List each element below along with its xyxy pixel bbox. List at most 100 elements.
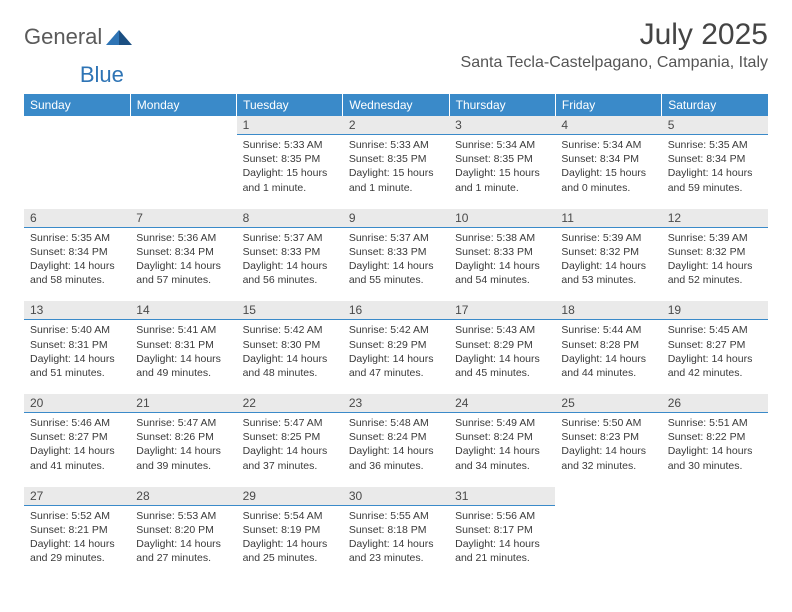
day-number: 22 bbox=[237, 394, 343, 413]
calendar-day-cell: 3Sunrise: 5:34 AMSunset: 8:35 PMDaylight… bbox=[449, 116, 555, 203]
day-number: 10 bbox=[449, 209, 555, 228]
day-number: 14 bbox=[130, 301, 236, 320]
calendar-day-cell: 21Sunrise: 5:47 AMSunset: 8:26 PMDayligh… bbox=[130, 394, 236, 481]
calendar-day-cell: 26Sunrise: 5:51 AMSunset: 8:22 PMDayligh… bbox=[662, 394, 768, 481]
day-details: Sunrise: 5:56 AMSunset: 8:17 PMDaylight:… bbox=[449, 506, 555, 574]
day-number: 23 bbox=[343, 394, 449, 413]
day-details: Sunrise: 5:44 AMSunset: 8:28 PMDaylight:… bbox=[555, 320, 661, 388]
day-number: 6 bbox=[24, 209, 130, 228]
day-number: 12 bbox=[662, 209, 768, 228]
calendar-day-cell: 0 bbox=[555, 487, 661, 574]
calendar-day-cell: 15Sunrise: 5:42 AMSunset: 8:30 PMDayligh… bbox=[237, 301, 343, 388]
day-number: 1 bbox=[237, 116, 343, 135]
day-details: Sunrise: 5:47 AMSunset: 8:25 PMDaylight:… bbox=[237, 413, 343, 481]
weekday-header: Thursday bbox=[449, 94, 555, 116]
day-number: 17 bbox=[449, 301, 555, 320]
day-details: Sunrise: 5:33 AMSunset: 8:35 PMDaylight:… bbox=[343, 135, 449, 203]
day-details: Sunrise: 5:54 AMSunset: 8:19 PMDaylight:… bbox=[237, 506, 343, 574]
day-number: 28 bbox=[130, 487, 236, 506]
logo-triangle-icon bbox=[106, 27, 132, 47]
title-block: July 2025 Santa Tecla-Castelpagano, Camp… bbox=[461, 18, 768, 72]
day-number: 31 bbox=[449, 487, 555, 506]
day-number: 4 bbox=[555, 116, 661, 135]
calendar-day-cell: 20Sunrise: 5:46 AMSunset: 8:27 PMDayligh… bbox=[24, 394, 130, 481]
calendar-day-cell: 31Sunrise: 5:56 AMSunset: 8:17 PMDayligh… bbox=[449, 487, 555, 574]
day-details: Sunrise: 5:47 AMSunset: 8:26 PMDaylight:… bbox=[130, 413, 236, 481]
day-number: 2 bbox=[343, 116, 449, 135]
logo-text-blue: Blue bbox=[80, 62, 124, 88]
calendar-day-cell: 30Sunrise: 5:55 AMSunset: 8:18 PMDayligh… bbox=[343, 487, 449, 574]
logo-text-general: General bbox=[24, 24, 102, 50]
weekday-header: Monday bbox=[130, 94, 236, 116]
day-details: Sunrise: 5:35 AMSunset: 8:34 PMDaylight:… bbox=[24, 228, 130, 296]
calendar-day-cell: 14Sunrise: 5:41 AMSunset: 8:31 PMDayligh… bbox=[130, 301, 236, 388]
location-subtitle: Santa Tecla-Castelpagano, Campania, Ital… bbox=[461, 54, 768, 72]
day-details: Sunrise: 5:38 AMSunset: 8:33 PMDaylight:… bbox=[449, 228, 555, 296]
day-number: 24 bbox=[449, 394, 555, 413]
day-number: 3 bbox=[449, 116, 555, 135]
calendar-week-row: 20Sunrise: 5:46 AMSunset: 8:27 PMDayligh… bbox=[24, 394, 768, 481]
calendar-day-cell: 7Sunrise: 5:36 AMSunset: 8:34 PMDaylight… bbox=[130, 209, 236, 296]
day-details: Sunrise: 5:36 AMSunset: 8:34 PMDaylight:… bbox=[130, 228, 236, 296]
day-number: 9 bbox=[343, 209, 449, 228]
day-number: 25 bbox=[555, 394, 661, 413]
day-details: Sunrise: 5:41 AMSunset: 8:31 PMDaylight:… bbox=[130, 320, 236, 388]
calendar-day-cell: 0 bbox=[662, 487, 768, 574]
calendar-day-cell: 11Sunrise: 5:39 AMSunset: 8:32 PMDayligh… bbox=[555, 209, 661, 296]
calendar-day-cell: 0 bbox=[130, 116, 236, 203]
weekday-header: Sunday bbox=[24, 94, 130, 116]
calendar-day-cell: 10Sunrise: 5:38 AMSunset: 8:33 PMDayligh… bbox=[449, 209, 555, 296]
calendar-day-cell: 16Sunrise: 5:42 AMSunset: 8:29 PMDayligh… bbox=[343, 301, 449, 388]
calendar-day-cell: 8Sunrise: 5:37 AMSunset: 8:33 PMDaylight… bbox=[237, 209, 343, 296]
day-details: Sunrise: 5:34 AMSunset: 8:35 PMDaylight:… bbox=[449, 135, 555, 203]
day-details: Sunrise: 5:50 AMSunset: 8:23 PMDaylight:… bbox=[555, 413, 661, 481]
day-details: Sunrise: 5:52 AMSunset: 8:21 PMDaylight:… bbox=[24, 506, 130, 574]
day-number: 5 bbox=[662, 116, 768, 135]
calendar-body: 0 0 1Sunrise: 5:33 AMSunset: 8:35 PMDayl… bbox=[24, 116, 768, 573]
calendar-day-cell: 19Sunrise: 5:45 AMSunset: 8:27 PMDayligh… bbox=[662, 301, 768, 388]
day-details: Sunrise: 5:42 AMSunset: 8:29 PMDaylight:… bbox=[343, 320, 449, 388]
calendar-day-cell: 29Sunrise: 5:54 AMSunset: 8:19 PMDayligh… bbox=[237, 487, 343, 574]
calendar-day-cell: 24Sunrise: 5:49 AMSunset: 8:24 PMDayligh… bbox=[449, 394, 555, 481]
calendar-day-cell: 6Sunrise: 5:35 AMSunset: 8:34 PMDaylight… bbox=[24, 209, 130, 296]
calendar-week-row: 6Sunrise: 5:35 AMSunset: 8:34 PMDaylight… bbox=[24, 209, 768, 296]
logo: General bbox=[24, 18, 132, 50]
calendar-week-row: 0 0 1Sunrise: 5:33 AMSunset: 8:35 PMDayl… bbox=[24, 116, 768, 203]
day-number: 29 bbox=[237, 487, 343, 506]
day-details: Sunrise: 5:45 AMSunset: 8:27 PMDaylight:… bbox=[662, 320, 768, 388]
day-details: Sunrise: 5:39 AMSunset: 8:32 PMDaylight:… bbox=[555, 228, 661, 296]
calendar-header-row: SundayMondayTuesdayWednesdayThursdayFrid… bbox=[24, 94, 768, 116]
day-details: Sunrise: 5:49 AMSunset: 8:24 PMDaylight:… bbox=[449, 413, 555, 481]
day-number: 13 bbox=[24, 301, 130, 320]
day-number: 16 bbox=[343, 301, 449, 320]
weekday-header: Friday bbox=[555, 94, 661, 116]
calendar-day-cell: 5Sunrise: 5:35 AMSunset: 8:34 PMDaylight… bbox=[662, 116, 768, 203]
day-details: Sunrise: 5:37 AMSunset: 8:33 PMDaylight:… bbox=[343, 228, 449, 296]
day-details: Sunrise: 5:43 AMSunset: 8:29 PMDaylight:… bbox=[449, 320, 555, 388]
day-number: 30 bbox=[343, 487, 449, 506]
weekday-header: Wednesday bbox=[343, 94, 449, 116]
calendar-table: SundayMondayTuesdayWednesdayThursdayFrid… bbox=[24, 94, 768, 573]
calendar-week-row: 27Sunrise: 5:52 AMSunset: 8:21 PMDayligh… bbox=[24, 487, 768, 574]
calendar-day-cell: 4Sunrise: 5:34 AMSunset: 8:34 PMDaylight… bbox=[555, 116, 661, 203]
day-details: Sunrise: 5:33 AMSunset: 8:35 PMDaylight:… bbox=[237, 135, 343, 203]
day-details: Sunrise: 5:37 AMSunset: 8:33 PMDaylight:… bbox=[237, 228, 343, 296]
calendar-day-cell: 12Sunrise: 5:39 AMSunset: 8:32 PMDayligh… bbox=[662, 209, 768, 296]
day-details: Sunrise: 5:39 AMSunset: 8:32 PMDaylight:… bbox=[662, 228, 768, 296]
day-details: Sunrise: 5:40 AMSunset: 8:31 PMDaylight:… bbox=[24, 320, 130, 388]
day-number: 8 bbox=[237, 209, 343, 228]
calendar-day-cell: 9Sunrise: 5:37 AMSunset: 8:33 PMDaylight… bbox=[343, 209, 449, 296]
calendar-day-cell: 27Sunrise: 5:52 AMSunset: 8:21 PMDayligh… bbox=[24, 487, 130, 574]
day-details: Sunrise: 5:34 AMSunset: 8:34 PMDaylight:… bbox=[555, 135, 661, 203]
day-number: 15 bbox=[237, 301, 343, 320]
calendar-day-cell: 17Sunrise: 5:43 AMSunset: 8:29 PMDayligh… bbox=[449, 301, 555, 388]
day-details: Sunrise: 5:51 AMSunset: 8:22 PMDaylight:… bbox=[662, 413, 768, 481]
calendar-day-cell: 13Sunrise: 5:40 AMSunset: 8:31 PMDayligh… bbox=[24, 301, 130, 388]
calendar-week-row: 13Sunrise: 5:40 AMSunset: 8:31 PMDayligh… bbox=[24, 301, 768, 388]
calendar-day-cell: 1Sunrise: 5:33 AMSunset: 8:35 PMDaylight… bbox=[237, 116, 343, 203]
weekday-header: Saturday bbox=[662, 94, 768, 116]
calendar-day-cell: 28Sunrise: 5:53 AMSunset: 8:20 PMDayligh… bbox=[130, 487, 236, 574]
day-details: Sunrise: 5:42 AMSunset: 8:30 PMDaylight:… bbox=[237, 320, 343, 388]
calendar-page: General July 2025 Santa Tecla-Castelpaga… bbox=[0, 0, 792, 573]
day-details: Sunrise: 5:46 AMSunset: 8:27 PMDaylight:… bbox=[24, 413, 130, 481]
